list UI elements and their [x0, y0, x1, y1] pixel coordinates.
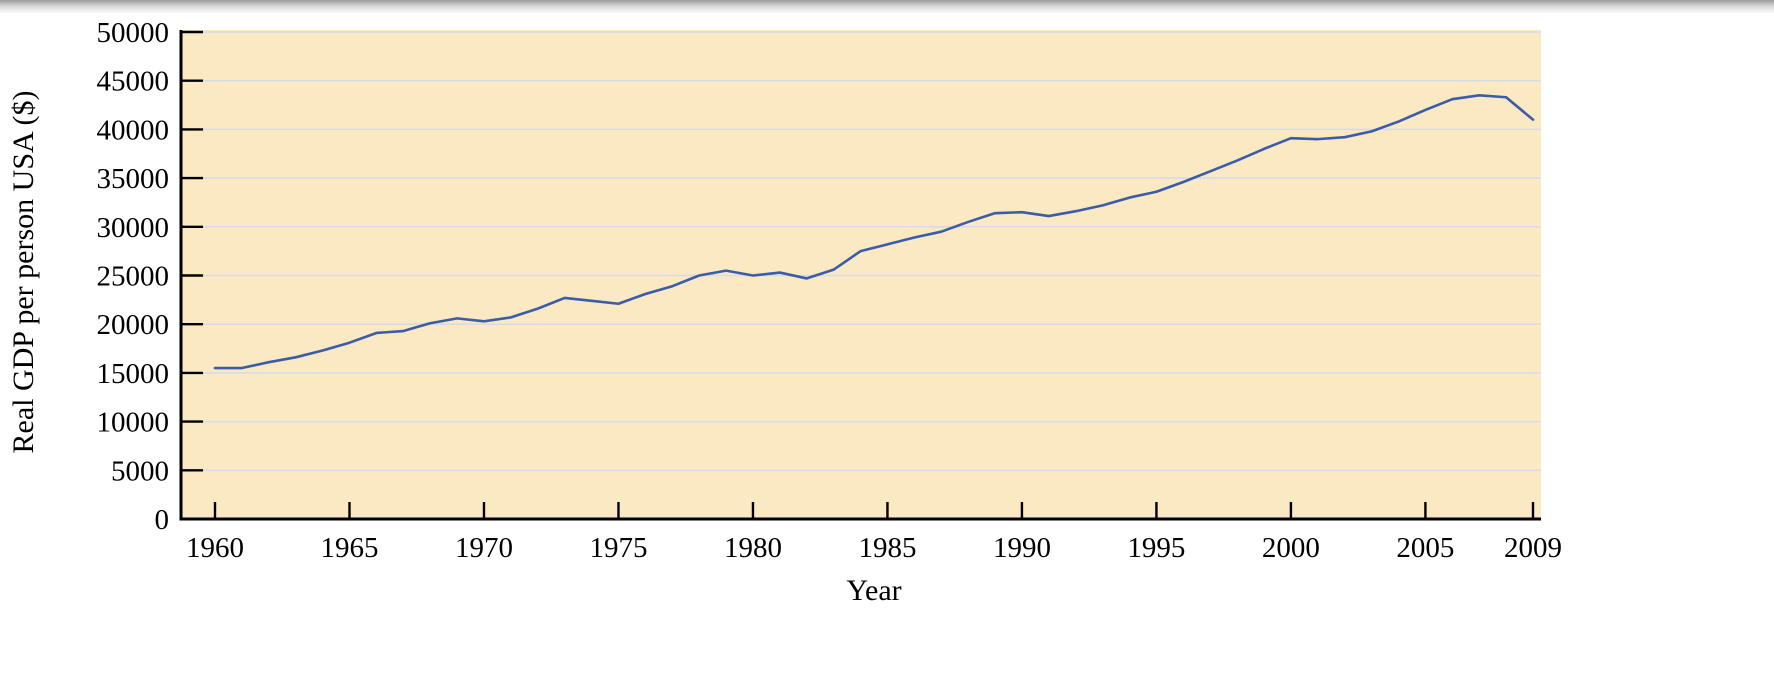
- y-tick-label: 45000: [97, 66, 170, 98]
- y-tick-label: 15000: [97, 358, 170, 390]
- y-tick-label: 10000: [97, 407, 170, 439]
- x-tick-label: 1980: [724, 532, 782, 564]
- y-tick-label: 25000: [97, 261, 170, 293]
- y-tick-label: 50000: [97, 17, 170, 49]
- x-tick-label: 1990: [993, 532, 1051, 564]
- top-shadow-gradient: [0, 0, 1774, 14]
- y-tick-label: 20000: [97, 309, 170, 341]
- x-tick-label: 1985: [858, 532, 916, 564]
- x-axis-title: Year: [846, 574, 902, 607]
- gdp-line: [213, 94, 1535, 370]
- x-tick-label: 1960: [186, 532, 244, 564]
- x-tick-label: 1970: [455, 532, 513, 564]
- x-tick-label: 1965: [320, 532, 378, 564]
- y-tick-label: 40000: [97, 114, 170, 146]
- plot-area: [181, 30, 1541, 519]
- y-tick-label: 30000: [97, 212, 170, 244]
- y-tick-label: 0: [155, 504, 170, 536]
- y-tick-label: 35000: [97, 163, 170, 195]
- x-tick-label: 2005: [1396, 532, 1454, 564]
- y-tick-label: 5000: [111, 455, 169, 487]
- y-axis-title: Real GDP per person USA ($): [7, 90, 40, 454]
- x-tick-label: 2009: [1504, 532, 1562, 564]
- x-tick-label: 1995: [1127, 532, 1185, 564]
- x-tick-label: 2000: [1262, 532, 1320, 564]
- x-tick-label: 1975: [589, 532, 647, 564]
